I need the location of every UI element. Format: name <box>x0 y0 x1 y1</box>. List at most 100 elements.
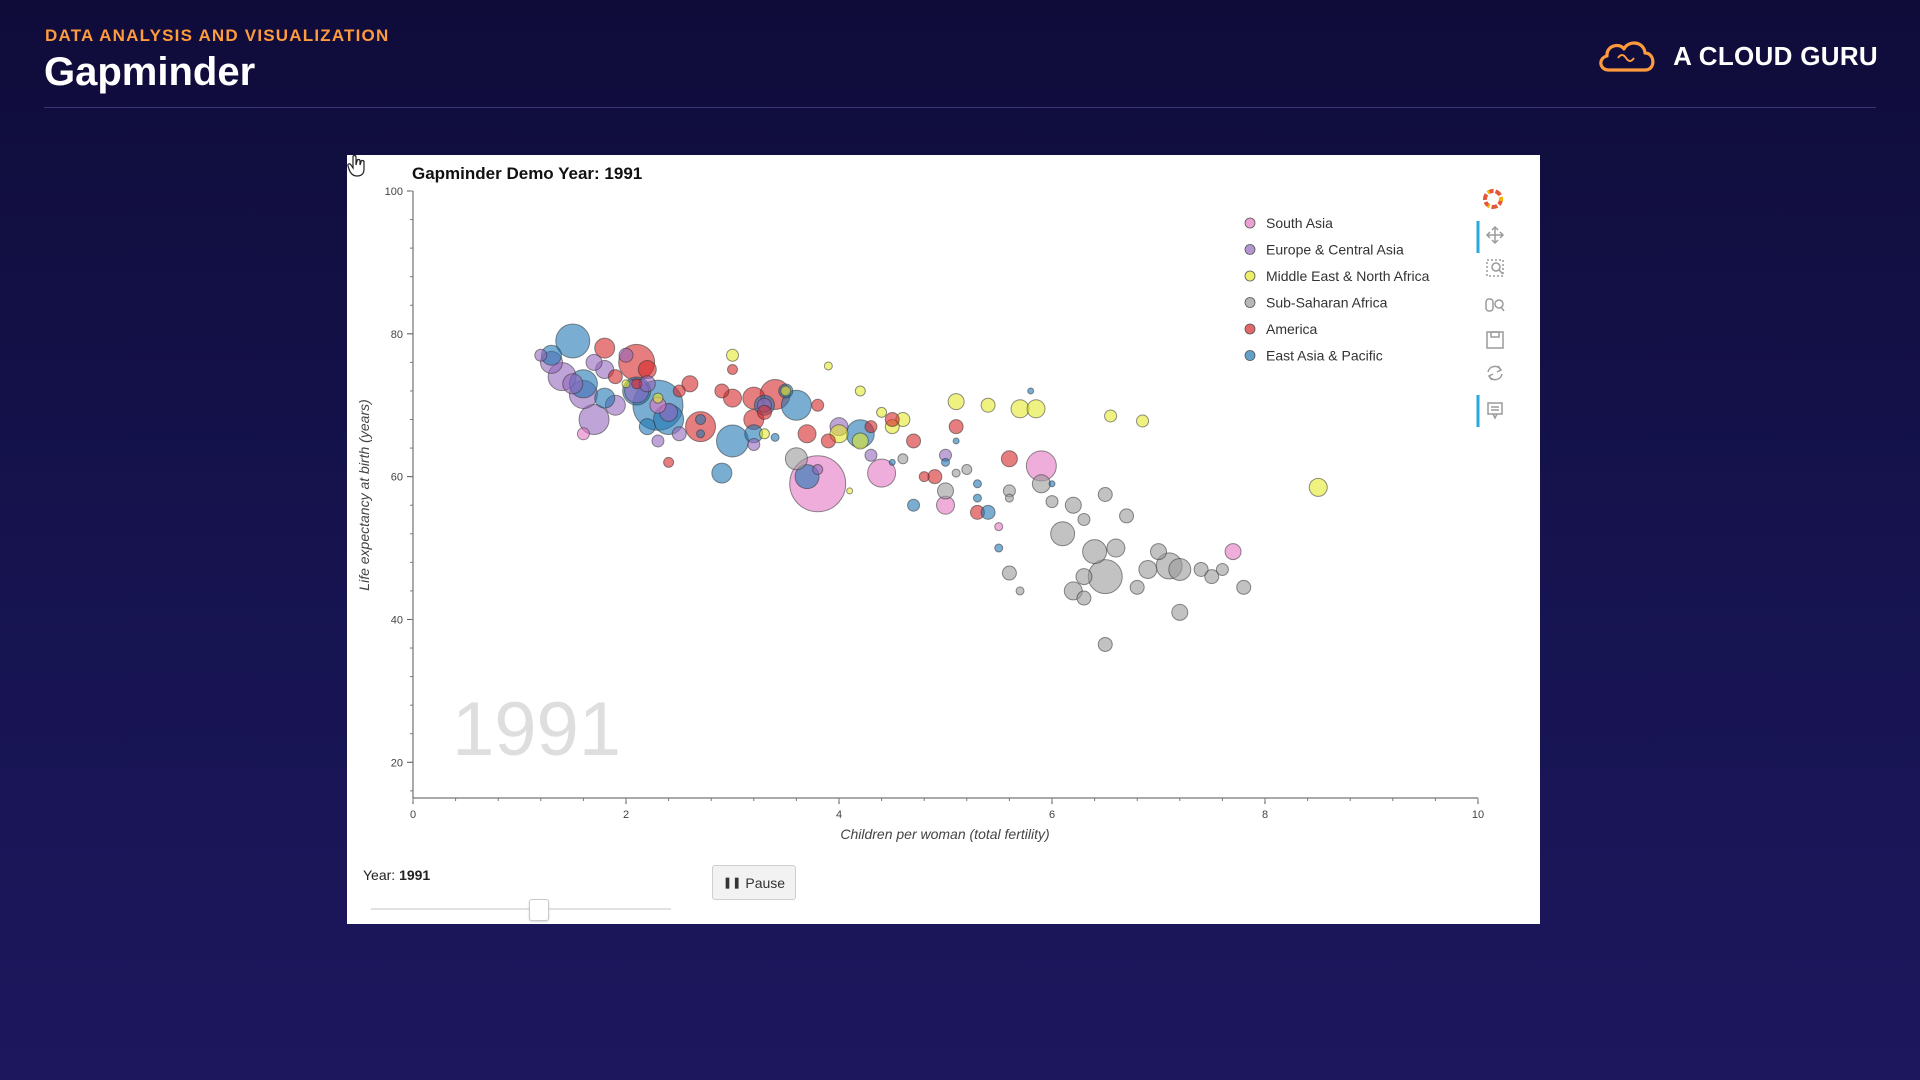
data-point[interactable] <box>671 426 687 442</box>
data-point[interactable] <box>888 458 896 466</box>
data-point[interactable] <box>980 397 996 413</box>
data-point[interactable] <box>576 427 590 441</box>
data-point[interactable] <box>961 464 973 476</box>
data-point[interactable] <box>758 428 770 440</box>
data-point[interactable] <box>947 393 965 411</box>
data-point[interactable] <box>823 361 833 371</box>
data-point[interactable] <box>1010 399 1030 419</box>
data-point[interactable] <box>927 469 943 485</box>
data-point[interactable] <box>1027 387 1035 395</box>
data-point[interactable] <box>867 458 897 488</box>
data-point[interactable] <box>621 379 631 389</box>
data-point[interactable] <box>1050 521 1076 547</box>
data-point[interactable] <box>1082 539 1108 565</box>
data-point[interactable] <box>941 457 950 467</box>
data-point[interactable] <box>884 412 900 428</box>
data-point[interactable] <box>652 392 664 404</box>
gapminder-scatter-chart[interactable]: Gapminder Demo Year: 1991 1991 0 2 4 6 8 10 20… <box>347 155 1540 924</box>
data-point[interactable] <box>1168 557 1192 581</box>
data-point[interactable] <box>952 437 960 445</box>
data-point[interactable] <box>812 464 824 476</box>
data-point[interactable] <box>594 337 616 359</box>
data-point[interactable] <box>696 429 706 439</box>
data-point[interactable] <box>1215 562 1229 576</box>
data-point[interactable] <box>951 468 961 478</box>
data-point[interactable] <box>1064 496 1082 514</box>
data-point[interactable] <box>948 419 964 435</box>
data-point[interactable] <box>1193 561 1209 577</box>
data-point[interactable] <box>747 438 761 452</box>
data-point[interactable] <box>1097 636 1113 652</box>
data-point[interactable] <box>1076 590 1092 606</box>
bokeh-logo-icon[interactable] <box>1483 189 1503 209</box>
data-point[interactable] <box>711 462 733 484</box>
save-icon[interactable] <box>1486 331 1504 349</box>
data-point[interactable] <box>907 498 921 512</box>
data-point[interactable] <box>1104 409 1118 423</box>
data-point[interactable] <box>972 493 982 503</box>
data-point[interactable] <box>585 353 603 371</box>
slider-thumb[interactable] <box>528 899 549 921</box>
data-point[interactable] <box>1129 579 1145 595</box>
data-point[interactable] <box>897 453 909 465</box>
data-point[interactable] <box>1000 450 1018 468</box>
data-point[interactable] <box>864 448 878 462</box>
data-point[interactable] <box>784 447 808 471</box>
data-point[interactable] <box>638 418 656 436</box>
box-zoom-icon[interactable] <box>1486 259 1504 277</box>
data-point[interactable] <box>607 369 623 385</box>
data-point[interactable] <box>651 434 665 448</box>
data-point[interactable] <box>1136 414 1150 428</box>
data-point[interactable] <box>811 398 825 412</box>
data-point[interactable] <box>1224 543 1242 561</box>
data-point[interactable] <box>1004 493 1014 503</box>
data-point[interactable] <box>695 414 707 426</box>
data-point[interactable] <box>578 404 610 436</box>
data-point[interactable] <box>1087 559 1123 595</box>
data-point[interactable] <box>618 347 634 363</box>
hover-icon[interactable] <box>1487 402 1503 420</box>
data-point[interactable] <box>672 384 686 398</box>
data-point[interactable] <box>1308 477 1328 497</box>
year-slider[interactable] <box>371 899 671 921</box>
data-point[interactable] <box>631 378 643 390</box>
data-point[interactable] <box>906 433 922 449</box>
data-point[interactable] <box>1031 474 1051 494</box>
data-point[interactable] <box>594 387 616 409</box>
data-point[interactable] <box>1106 538 1126 558</box>
data-point[interactable] <box>756 404 772 420</box>
data-point[interactable] <box>1236 579 1252 595</box>
data-point[interactable] <box>1150 543 1167 561</box>
pan-icon[interactable] <box>1485 225 1505 245</box>
data-point[interactable] <box>1045 495 1059 509</box>
data-point[interactable] <box>562 373 584 395</box>
data-point[interactable] <box>980 504 996 520</box>
data-point[interactable] <box>1001 565 1017 581</box>
data-point[interactable] <box>663 456 675 468</box>
reset-icon[interactable] <box>1487 365 1503 381</box>
data-point[interactable] <box>1138 559 1158 579</box>
data-point[interactable] <box>994 543 1004 553</box>
data-point[interactable] <box>994 522 1004 532</box>
data-point[interactable] <box>726 348 739 362</box>
data-point[interactable] <box>1026 399 1046 419</box>
data-point[interactable] <box>1119 508 1135 524</box>
data-point[interactable] <box>555 323 591 359</box>
data-point[interactable] <box>1048 480 1056 488</box>
data-point[interactable] <box>854 385 866 397</box>
data-point[interactable] <box>1204 569 1220 585</box>
data-point[interactable] <box>716 424 749 458</box>
data-point[interactable] <box>864 420 878 434</box>
data-point[interactable] <box>681 375 699 393</box>
data-point[interactable] <box>534 348 548 362</box>
data-point[interactable] <box>1077 512 1091 526</box>
data-point[interactable] <box>846 487 854 495</box>
data-point[interactable] <box>918 471 930 483</box>
wheel-zoom-icon[interactable] <box>1485 298 1505 312</box>
data-point[interactable] <box>770 432 780 442</box>
data-point[interactable] <box>797 424 817 444</box>
data-point[interactable] <box>820 433 836 449</box>
data-point[interactable] <box>876 406 888 418</box>
data-point[interactable] <box>727 364 738 376</box>
data-point[interactable] <box>714 383 730 399</box>
